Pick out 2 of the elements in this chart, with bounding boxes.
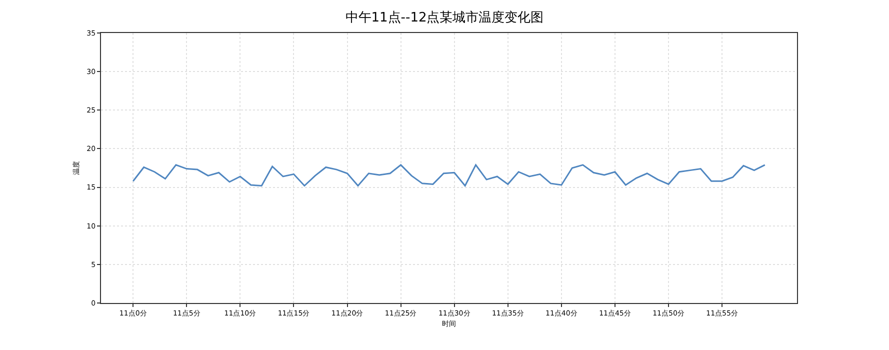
- line-series: [132, 164, 766, 186]
- chart-title: 中午11点--12点某城市温度变化图: [345, 9, 544, 26]
